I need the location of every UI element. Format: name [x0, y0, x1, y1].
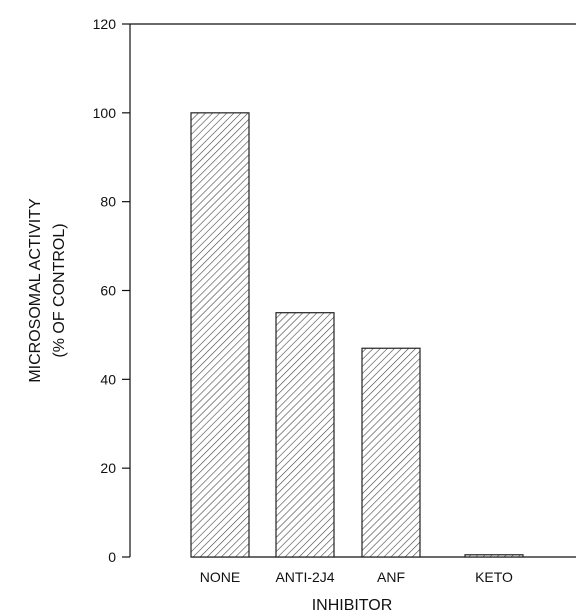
x-tick-label: NONE: [200, 569, 240, 585]
x-tick-label: KETO: [475, 569, 513, 585]
y-tick-label: 40: [100, 371, 116, 387]
x-tick-label: ANF: [377, 569, 405, 585]
bars: [190, 112, 524, 558]
y-tick-label: 100: [93, 105, 117, 121]
y-axis-title-line-2: (% OF CONTROL): [51, 223, 68, 357]
y-tick-label: 0: [108, 549, 116, 565]
x-axis-ticks: NONE ANTI-2J4 ANF KETO: [200, 569, 513, 585]
bar-anf: [361, 347, 421, 558]
bar-anti-2j4: [275, 312, 335, 558]
y-tick-label: 80: [100, 194, 116, 210]
x-tick-label: ANTI-2J4: [275, 569, 334, 585]
y-axis-title: MICROSOMAL ACTIVITY (% OF CONTROL): [27, 198, 68, 383]
y-tick-label: 120: [93, 16, 117, 32]
bar-keto: [464, 554, 524, 558]
y-axis-title-line-1: MICROSOMAL ACTIVITY: [27, 198, 44, 383]
y-tick-label: 60: [100, 283, 116, 299]
y-axis-ticks: 0 20 40 60 80 100 120: [93, 16, 130, 565]
bar-none: [190, 112, 250, 558]
x-axis-title: INHIBITOR: [312, 597, 393, 614]
y-tick-label: 20: [100, 460, 116, 476]
